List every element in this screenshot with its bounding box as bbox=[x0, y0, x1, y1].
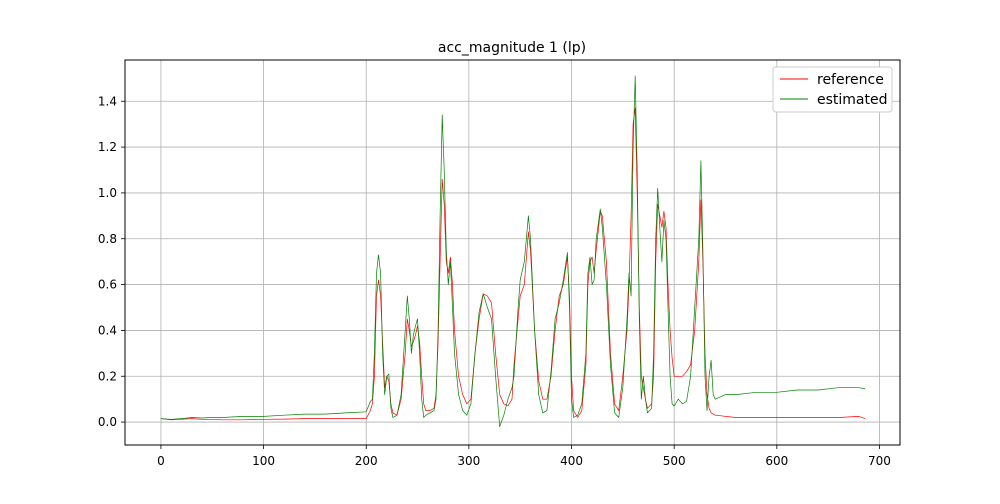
x-tick-label: 300 bbox=[457, 454, 480, 468]
series-lines bbox=[160, 75, 866, 428]
y-tick-label: 1.2 bbox=[98, 140, 117, 154]
y-tick-label: 0.2 bbox=[98, 369, 117, 383]
x-tick-label: 400 bbox=[560, 454, 583, 468]
x-axis-ticks: 0 100 200 300 400 500 600 700 bbox=[157, 445, 891, 468]
y-tick-label: 1.0 bbox=[98, 186, 117, 200]
chart-title: acc_magnitude 1 (lp) bbox=[438, 40, 586, 56]
y-tick-label: 0.8 bbox=[98, 232, 117, 246]
legend: reference estimated bbox=[772, 66, 893, 113]
y-tick-label: 0.0 bbox=[98, 415, 117, 429]
legend-box bbox=[772, 66, 893, 113]
x-tick-label: 100 bbox=[252, 454, 275, 468]
plot-frame bbox=[124, 59, 901, 446]
x-tick-label: 200 bbox=[355, 454, 378, 468]
grid bbox=[125, 60, 900, 445]
x-tick-label: 500 bbox=[663, 454, 686, 468]
series-line-estimated bbox=[160, 75, 866, 428]
x-tick-label: 700 bbox=[868, 454, 891, 468]
legend-label-estimated: estimated bbox=[817, 92, 888, 108]
y-tick-label: 0.4 bbox=[98, 323, 117, 337]
x-tick-label: 0 bbox=[157, 454, 165, 468]
y-tick-label: 0.6 bbox=[98, 278, 117, 292]
x-tick-label: 600 bbox=[765, 454, 788, 468]
y-tick-label: 1.4 bbox=[98, 94, 117, 108]
y-axis-ticks: 0.0 0.2 0.4 0.6 0.8 1.0 1.2 1.4 bbox=[98, 94, 125, 429]
legend-label-reference: reference bbox=[817, 72, 884, 88]
